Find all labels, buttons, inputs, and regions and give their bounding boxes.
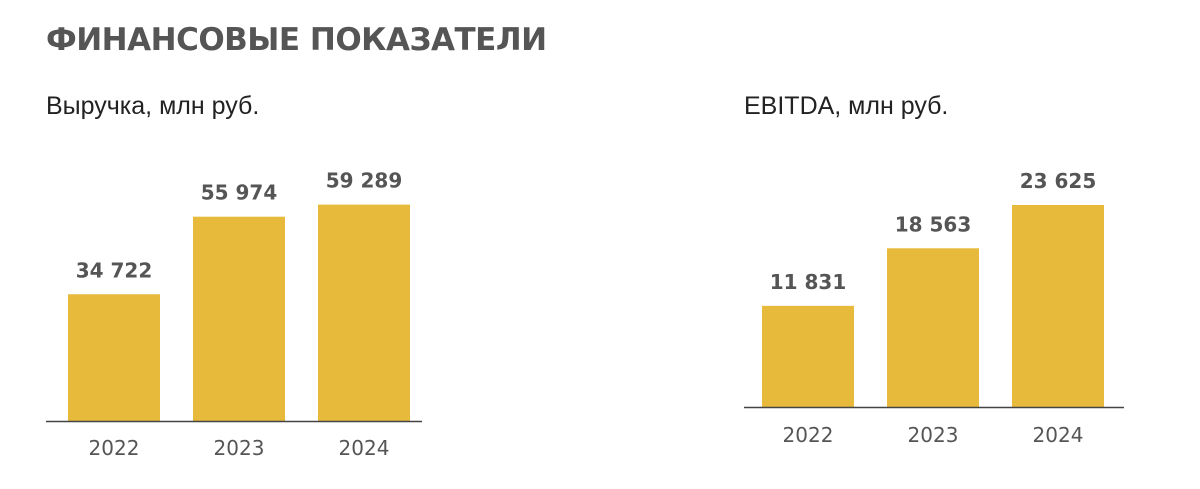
ebitda-tick-label-2024: 2024 bbox=[1033, 423, 1084, 447]
page-title: ФИНАНСОВЫЕ ПОКАЗАТЕЛИ bbox=[46, 22, 547, 58]
ebitda-chart-title: EBITDA, млн руб. bbox=[744, 92, 949, 120]
revenue-value-label-2024: 59 289 bbox=[326, 169, 403, 193]
ebitda-tick-label-2023: 2023 bbox=[908, 423, 959, 447]
revenue-tick-label-2022: 2022 bbox=[89, 436, 140, 460]
revenue-tick-label-2023: 2023 bbox=[214, 436, 265, 460]
revenue-chart-title: Выручка, млн руб. bbox=[46, 92, 260, 120]
ebitda-bar-2023 bbox=[887, 248, 979, 407]
revenue-tick-label-2024: 2024 bbox=[339, 436, 390, 460]
ebitda-value-label-2022: 11 831 bbox=[770, 270, 847, 294]
revenue-value-label-2023: 55 974 bbox=[201, 181, 278, 205]
revenue-bar-2022 bbox=[68, 294, 160, 421]
revenue-bar-2023 bbox=[193, 216, 285, 421]
ebitda-value-label-2024: 23 625 bbox=[1020, 169, 1097, 193]
revenue-bar-2024 bbox=[318, 204, 410, 421]
ebitda-bar-2022 bbox=[762, 305, 854, 407]
ebitda-bar-2024 bbox=[1012, 205, 1104, 407]
ebitda-tick-label-2022: 2022 bbox=[783, 423, 834, 447]
ebitda-value-label-2023: 18 563 bbox=[895, 212, 972, 236]
revenue-value-label-2022: 34 722 bbox=[76, 258, 153, 282]
